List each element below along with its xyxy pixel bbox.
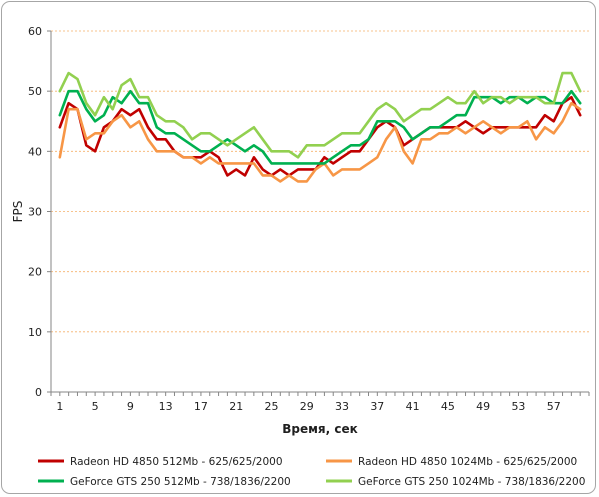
x-tick-label-41: 41 [406, 400, 420, 413]
legend-label-1: Radeon HD 4850 512Mb - 625/625/2000 [70, 456, 283, 468]
legend-label-2: Radeon HD 4850 1024Mb - 625/625/2000 [358, 456, 577, 468]
legend-label-3: GeForce GTS 250 512Mb - 738/1836/2200 [70, 476, 291, 488]
x-tick-label-29: 29 [300, 400, 314, 413]
series-line-2 [58, 101, 582, 183]
x-tick-label-33: 33 [335, 400, 349, 413]
legend-label-4: GeForce GTS 250 1024Mb - 738/1836/2200 [358, 476, 585, 488]
x-tick-label-1: 1 [56, 400, 63, 413]
x-tick-label-13: 13 [159, 400, 173, 413]
x-tick-label-53: 53 [511, 400, 525, 413]
x-tick-label-57: 57 [547, 400, 561, 413]
series-line-4 [58, 71, 582, 159]
y-tick-label-30: 30 [28, 206, 42, 219]
y-axis-title: FPS [11, 201, 25, 223]
y-tick-label-60: 60 [28, 25, 42, 38]
x-tick-label-9: 9 [127, 400, 134, 413]
x-tick-label-49: 49 [476, 400, 490, 413]
x-tick-label-21: 21 [229, 400, 243, 413]
y-tick-label-0: 0 [35, 386, 42, 399]
x-tick-label-17: 17 [194, 400, 208, 413]
x-tick-label-5: 5 [92, 400, 99, 413]
y-tick-label-40: 40 [28, 145, 42, 158]
x-tick-label-25: 25 [264, 400, 278, 413]
y-tick-label-10: 10 [28, 326, 42, 339]
x-tick-label-45: 45 [441, 400, 455, 413]
y-tick-label-20: 20 [28, 266, 42, 279]
x-tick-label-37: 37 [370, 400, 384, 413]
x-axis-title: Время, сек [282, 422, 358, 436]
y-tick-label-50: 50 [28, 85, 42, 98]
